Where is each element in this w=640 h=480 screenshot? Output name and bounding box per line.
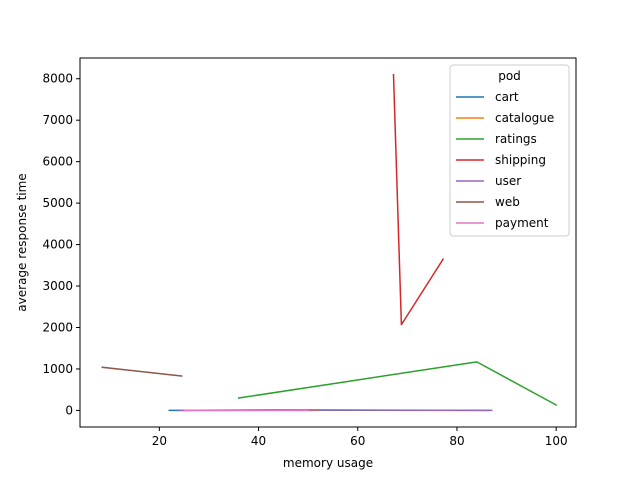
y-tick-label: 8000	[42, 72, 73, 86]
plot-frame	[79, 57, 577, 428]
legend-label-payment: payment	[495, 216, 549, 230]
x-tick-label: 80	[449, 434, 464, 448]
x-tick-label: 100	[545, 434, 568, 448]
x-tick-label: 40	[251, 434, 266, 448]
y-tick-label: 2000	[42, 320, 73, 334]
legend-box	[449, 64, 570, 237]
y-tick-label: 3000	[42, 279, 73, 293]
x-axis-label: memory usage	[283, 456, 373, 470]
y-tick-label: 7000	[42, 113, 73, 127]
y-tick-label: 0	[65, 403, 73, 417]
legend-label-web: web	[495, 195, 520, 209]
series-layer	[101, 73, 558, 412]
legend-label-ratings: ratings	[495, 132, 537, 146]
legend-label-cart: cart	[495, 90, 519, 104]
y-tick-label: 5000	[42, 196, 73, 210]
y-tick-label: 1000	[42, 362, 73, 376]
legend: pod cart catalogue ratings shipping user web p…	[449, 64, 570, 237]
legend-title: pod	[498, 69, 521, 83]
y-tick-label: 6000	[42, 155, 73, 169]
legend-label-catalogue: catalogue	[495, 111, 554, 125]
y-axis: 0 1000 2000 3000 4000 5000 6000 7000 8000	[42, 72, 80, 417]
series-line-shipping	[392, 73, 445, 326]
y-tick-label: 4000	[42, 238, 73, 252]
legend-label-shipping: shipping	[495, 153, 546, 167]
y-axis-label: average response time	[15, 173, 29, 311]
legend-label-user: user	[495, 174, 521, 188]
series-line-ratings	[237, 361, 558, 407]
x-axis: 20 40 60 80 100	[152, 427, 568, 448]
series-line-web	[101, 366, 183, 377]
x-tick-label: 60	[350, 434, 365, 448]
legend-entries: cart catalogue ratings shipping user web payme…	[456, 90, 554, 230]
x-tick-label: 20	[152, 434, 167, 448]
